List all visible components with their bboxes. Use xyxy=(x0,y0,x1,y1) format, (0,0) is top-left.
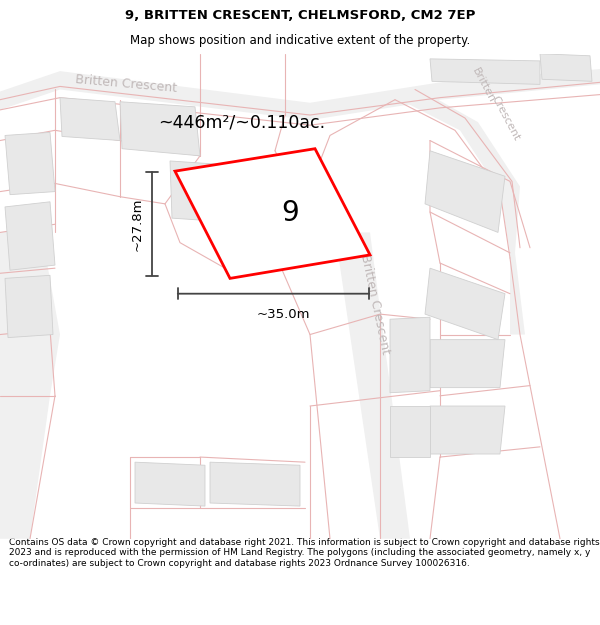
Polygon shape xyxy=(175,149,370,278)
Polygon shape xyxy=(170,161,232,222)
Polygon shape xyxy=(540,54,592,81)
Polygon shape xyxy=(0,224,60,539)
Polygon shape xyxy=(210,462,300,506)
Polygon shape xyxy=(135,462,205,506)
Text: ~446m²/~0.110ac.: ~446m²/~0.110ac. xyxy=(158,113,325,131)
Text: Britten Crescent: Britten Crescent xyxy=(358,253,392,355)
Text: ~27.8m: ~27.8m xyxy=(131,197,144,251)
Polygon shape xyxy=(5,132,55,194)
Text: Map shows position and indicative extent of the property.: Map shows position and indicative extent… xyxy=(130,34,470,47)
Polygon shape xyxy=(0,69,600,120)
Text: Crescent: Crescent xyxy=(490,94,522,142)
Text: 9: 9 xyxy=(281,199,299,228)
Polygon shape xyxy=(430,406,505,454)
Polygon shape xyxy=(5,276,53,338)
Polygon shape xyxy=(400,89,525,334)
Text: Britten Crescent: Britten Crescent xyxy=(75,74,178,95)
Text: 9, BRITTEN CRESCENT, CHELMSFORD, CM2 7EP: 9, BRITTEN CRESCENT, CHELMSFORD, CM2 7EP xyxy=(125,9,475,21)
Polygon shape xyxy=(5,202,55,270)
Polygon shape xyxy=(425,151,505,232)
Polygon shape xyxy=(390,406,430,457)
Polygon shape xyxy=(60,98,120,141)
Polygon shape xyxy=(425,268,505,339)
Polygon shape xyxy=(430,59,540,84)
Polygon shape xyxy=(430,339,505,388)
Polygon shape xyxy=(335,232,410,539)
Polygon shape xyxy=(390,317,430,392)
Text: Contains OS data © Crown copyright and database right 2021. This information is : Contains OS data © Crown copyright and d… xyxy=(9,538,599,568)
Text: Britten: Britten xyxy=(470,66,497,105)
Text: ~35.0m: ~35.0m xyxy=(257,308,310,321)
Polygon shape xyxy=(120,102,200,156)
